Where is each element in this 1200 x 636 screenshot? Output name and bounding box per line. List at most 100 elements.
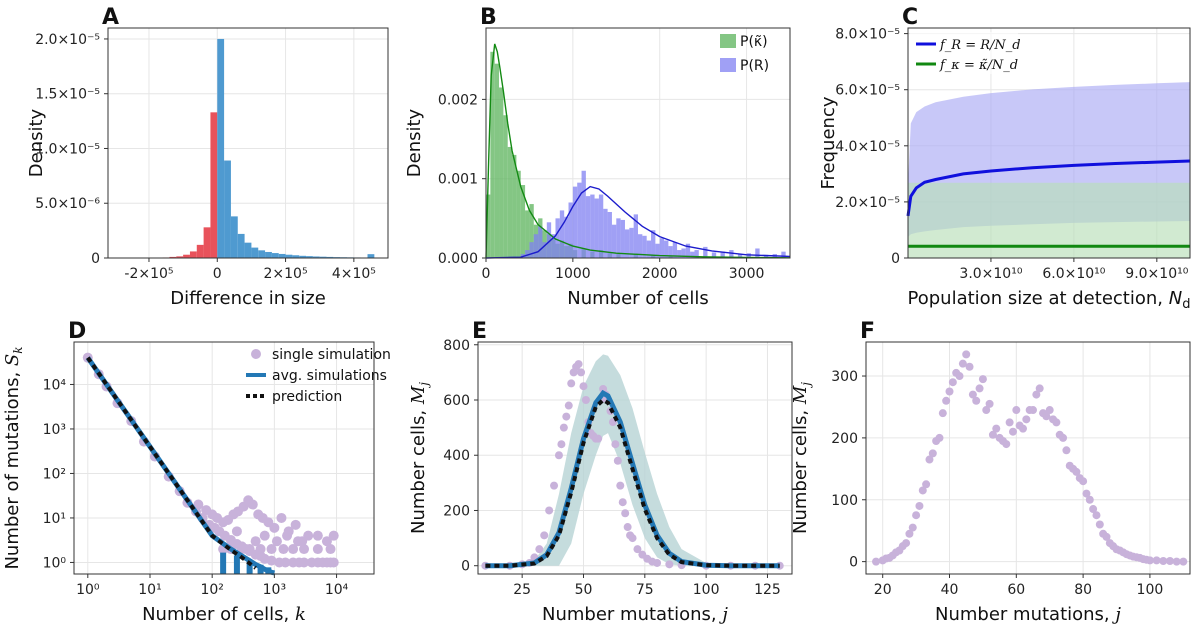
scatter-point xyxy=(665,560,674,569)
y-tick-label: 2.0×10⁻⁵ xyxy=(835,195,900,211)
hist-bar xyxy=(607,212,612,258)
avg-line xyxy=(85,356,275,576)
scatter-point xyxy=(1089,505,1098,514)
legend-swatch xyxy=(251,349,261,359)
scatter-point xyxy=(244,544,255,555)
scatter-point xyxy=(577,368,586,377)
hist-bar xyxy=(507,146,513,258)
scatter-point xyxy=(266,555,277,566)
hist-bar xyxy=(217,38,225,259)
scatter-point xyxy=(653,558,662,567)
hist-bar xyxy=(664,240,669,258)
y-tick-label: 4.0×10⁻⁵ xyxy=(835,139,900,155)
scatter-point xyxy=(280,557,291,568)
avg-spread xyxy=(268,570,275,574)
scatter-point xyxy=(928,449,937,458)
x-tick-label: 60 xyxy=(1007,582,1025,598)
scatter-point xyxy=(259,530,270,541)
y-axis-label: Number of mutations, Sk xyxy=(2,346,25,569)
scatter-point xyxy=(623,523,632,532)
x-tick-label: 10² xyxy=(200,582,223,598)
hist-bar xyxy=(655,243,660,258)
x-tick-label: 0 xyxy=(213,266,222,282)
scatter-point xyxy=(1029,406,1038,415)
hist-bar xyxy=(681,248,686,258)
x-tick-label: 10⁰ xyxy=(76,582,100,598)
y-tick-label: 0 xyxy=(91,251,100,267)
scatter-point xyxy=(611,440,620,449)
x-tick-label: 3.0×10¹⁰ xyxy=(959,266,1022,282)
scatter-point xyxy=(574,360,583,369)
hist-bar xyxy=(590,194,595,258)
hist-bar xyxy=(176,256,184,258)
hist-bar xyxy=(659,238,665,258)
hist-bar xyxy=(265,251,272,258)
hist-bar xyxy=(520,185,526,258)
series-line xyxy=(906,159,1191,217)
fit-line xyxy=(485,43,791,259)
scatter-point xyxy=(554,451,563,460)
hist-bar xyxy=(503,115,508,258)
plot-frame xyxy=(73,341,375,575)
scatter-point xyxy=(965,362,974,371)
hist-bar xyxy=(668,246,673,258)
hist-bar xyxy=(720,251,725,258)
hist-bar xyxy=(210,112,218,258)
hist-bar xyxy=(564,216,569,258)
legend-label: P(κ̃) xyxy=(740,34,768,50)
scatter-point xyxy=(271,536,282,547)
series-r xyxy=(520,170,786,258)
plot-frame xyxy=(865,341,1191,575)
scatter-point xyxy=(985,399,994,408)
scatter-point xyxy=(613,456,622,465)
hist-bar xyxy=(603,208,608,258)
hist-bar xyxy=(367,254,375,258)
hist-bar xyxy=(746,253,751,258)
x-axis-label: Number mutations, j xyxy=(935,604,1121,625)
scatter-point xyxy=(982,406,991,415)
hist-bar xyxy=(224,160,231,258)
scatter-point xyxy=(942,396,951,405)
scatter-point xyxy=(545,506,554,515)
legend-label: f_R = R/N_d xyxy=(939,38,1021,53)
scatter-point xyxy=(1082,489,1091,498)
hist-bar xyxy=(598,194,604,258)
hist-bar xyxy=(638,234,643,258)
hist-bar xyxy=(516,170,521,258)
scatter-point xyxy=(1022,415,1031,424)
hist-bar xyxy=(490,51,495,258)
y-axis-label: Density xyxy=(404,108,425,177)
hist-bar xyxy=(620,219,625,258)
y-tick-label: 0.002 xyxy=(438,92,478,108)
y-tick-label: 600 xyxy=(443,393,470,409)
scatter-point xyxy=(1102,532,1111,541)
scatter-point xyxy=(562,412,571,421)
hist-bar xyxy=(559,210,565,258)
plot-frame xyxy=(477,341,793,575)
avg-spread xyxy=(220,552,227,574)
y-tick-label: 0 xyxy=(849,555,858,571)
scatter-point xyxy=(312,530,323,541)
scatter-point xyxy=(269,522,280,533)
x-tick-label: 100 xyxy=(1137,582,1164,598)
scatter-point xyxy=(540,531,549,540)
scatter-point xyxy=(1092,511,1101,520)
scatter-point xyxy=(912,511,921,520)
x-tick-label: 10³ xyxy=(263,582,286,598)
legend-box xyxy=(910,32,1018,74)
x-tick-label: 1000 xyxy=(555,266,591,282)
y-axis-label: Density xyxy=(26,108,47,177)
scatter-point xyxy=(193,499,204,510)
hist-bar xyxy=(546,222,552,258)
hist-bar xyxy=(568,202,573,258)
scatter-point xyxy=(938,409,947,418)
hist-bar xyxy=(542,242,547,258)
scatter-point xyxy=(567,379,576,388)
hist-bar xyxy=(711,252,717,258)
hist-bar xyxy=(703,246,708,258)
hist-bar xyxy=(629,227,634,258)
hist-bar xyxy=(183,254,190,258)
y-tick-label: 10⁰ xyxy=(43,555,67,571)
x-tick-label: 10¹ xyxy=(138,582,161,598)
